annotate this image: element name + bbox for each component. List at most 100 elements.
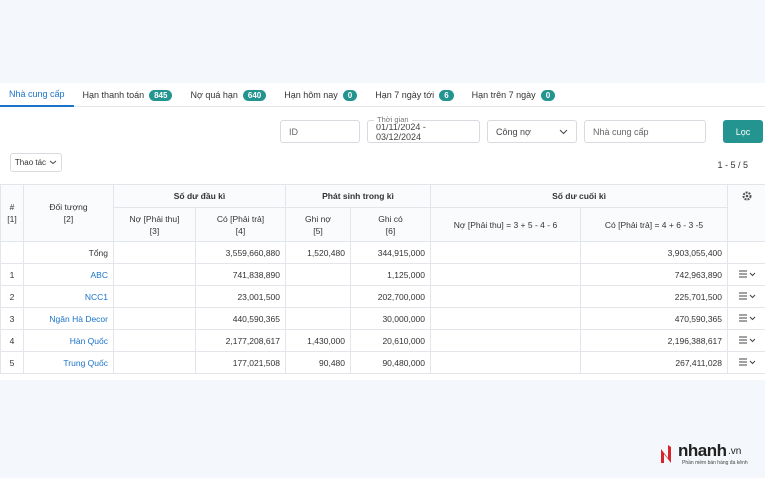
name-link[interactable]: Hàn Quốc [69, 335, 108, 346]
amount: 470,590,365 [674, 313, 723, 324]
chevron [559, 129, 568, 134]
chevron [49, 160, 57, 165]
amount: 344,915,000 [377, 247, 425, 258]
column-header: Có [Phải trả] = 4 + 6 - 3 -5 [579, 207, 729, 242]
tab[interactable]: Hạn hôm nay 0 [275, 83, 366, 107]
tabs: Nhà cung cấp Hạn thanh toán 845 Nợ quá hạn 6… [0, 83, 765, 107]
supplier-input[interactable]: Nhà cung cấp [584, 120, 706, 143]
tab-badge: 6 [439, 89, 454, 101]
tab-badge: 0 [342, 89, 358, 101]
name-link[interactable]: Ngân Hà Decor [49, 313, 108, 324]
index-cell: 4 [0, 329, 24, 352]
actions-button[interactable]: Thao tác [10, 153, 62, 172]
data-row: 3 Ngân Hà Decor 440,590,365 30,000,000 470,5… [0, 307, 765, 330]
row-menu-icon[interactable] [738, 314, 756, 322]
tab[interactable]: Hạn trên 7 ngày 0 [463, 83, 565, 107]
tab[interactable]: Nợ quá hạn 640 [181, 83, 275, 107]
column-header: Ghi nợ [5] [285, 207, 351, 242]
amount-cell [113, 351, 196, 374]
row-index: 3 [9, 313, 15, 324]
date-input[interactable]: Thời gian 01/11/2024 - 03/12/2024 [367, 115, 480, 143]
tab-label: Nợ quá hạn [190, 90, 238, 100]
total-row: Tổng 3,559,660,880 1,520,480 344,915,000 3,9… [0, 241, 765, 264]
row-menu-icon[interactable] [738, 336, 756, 344]
amount: 177,021,508 [232, 357, 280, 368]
amount-cell: 3,903,055,400 [579, 241, 729, 264]
field-label: Thời gian [374, 115, 412, 124]
name-link[interactable]: NCC1 [84, 291, 108, 302]
tab[interactable]: Nhà cung cấp [0, 83, 74, 107]
amount-cell [113, 307, 196, 330]
amount-cell: 344,915,000 [350, 241, 431, 264]
row-menu-icon[interactable] [738, 292, 756, 300]
amount: 90,480 [319, 357, 345, 368]
group-header: Số dư đầu kì [113, 184, 286, 208]
amount: 1,430,000 [307, 335, 345, 346]
row-actions [727, 329, 765, 352]
amount-cell [113, 241, 196, 264]
amount-cell [113, 263, 196, 286]
amount-cell: 470,590,365 [579, 307, 729, 330]
name-link[interactable]: Trung Quốc [63, 357, 108, 368]
amount-cell: 1,520,480 [285, 241, 351, 264]
settings[interactable] [727, 184, 765, 242]
placeholder: Nhà cung cấp [593, 126, 649, 137]
amount-cell [285, 285, 351, 308]
header-cell: Đối tượng [2] [23, 184, 114, 242]
tab-badge: 640 [242, 89, 267, 101]
amount-cell: 30,000,000 [350, 307, 431, 330]
id-input[interactable]: ID [280, 120, 360, 143]
name-cell: Tổng [23, 241, 114, 264]
amount-cell [430, 285, 581, 308]
row-actions [727, 307, 765, 330]
amount-cell: 2,196,388,617 [579, 329, 729, 352]
tab[interactable]: Hạn thanh toán 845 [74, 83, 182, 107]
amount: 202,700,000 [377, 291, 425, 302]
row-actions [727, 285, 765, 308]
amount-cell: 20,610,000 [350, 329, 431, 352]
header-row: Nợ [Phải thu] [3] Có [Phải trả] [4] Ghi nợ [5… [1, 207, 765, 242]
header-title: Có [Phải trả] [216, 213, 265, 224]
button-label: Thao tác [14, 158, 47, 167]
amount-cell [113, 329, 196, 352]
tab[interactable]: Hạn 7 ngày tới 6 [366, 83, 462, 107]
name-link[interactable]: ABC [90, 269, 108, 280]
data-row: 5 Trung Quốc 177,021,508 90,480 90,480,000 26… [0, 351, 765, 374]
header-code: [6] [385, 225, 396, 236]
row-actions [727, 263, 765, 286]
placeholder: ID [289, 126, 298, 137]
column-header: Có [Phải trả] [4] [195, 207, 286, 242]
index-cell: 3 [0, 307, 24, 330]
amount-cell: 23,001,500 [195, 285, 286, 308]
amount: 20,610,000 [382, 335, 425, 346]
tab-label: Nhà cung cấp [9, 89, 65, 99]
amount-cell [285, 307, 351, 330]
amount-cell: 90,480,000 [350, 351, 431, 374]
amount: 3,559,660,880 [225, 247, 280, 258]
row-menu-icon[interactable] [738, 358, 756, 366]
header-code: [3] [149, 225, 160, 236]
row-menu-icon[interactable] [738, 270, 756, 278]
tab-label: Hạn trên 7 ngày [471, 90, 536, 100]
header-title: Đối tượng [49, 202, 88, 212]
amount: 1,520,480 [307, 247, 345, 258]
debt-select[interactable]: Công nợ [487, 120, 577, 143]
logo: nhanh .vn Phần mềm bán hàng đa kênh [658, 441, 758, 469]
header-cell: # [1] [0, 184, 24, 242]
row-index: 5 [9, 357, 15, 368]
date-value: 01/11/2024 - 03/12/2024 [376, 121, 426, 142]
panel: Nhà cung cấp Hạn thanh toán 845 Nợ quá hạn 6… [0, 83, 765, 380]
amount-cell: 90,480 [285, 351, 351, 374]
data-row: 1 ABC 741,838,890 1,125,000 742,963,890 [0, 263, 765, 286]
amount-cell: 3,559,660,880 [195, 241, 286, 264]
amount-cell: 742,963,890 [579, 263, 729, 286]
header-code: [5] [313, 225, 323, 236]
header-row: # [1] Đối tượng [2] Số dư đầu kì Phát sinh tr… [0, 184, 765, 242]
amount: 267,411,028 [675, 357, 723, 368]
row-actions [727, 351, 765, 374]
amount: 742,963,890 [674, 269, 723, 280]
column-header: Ghi có [6] [350, 207, 431, 242]
filter-button[interactable]: Lọc [723, 120, 763, 143]
amount: 30,000,000 [382, 313, 425, 324]
index-cell: 1 [0, 263, 24, 286]
